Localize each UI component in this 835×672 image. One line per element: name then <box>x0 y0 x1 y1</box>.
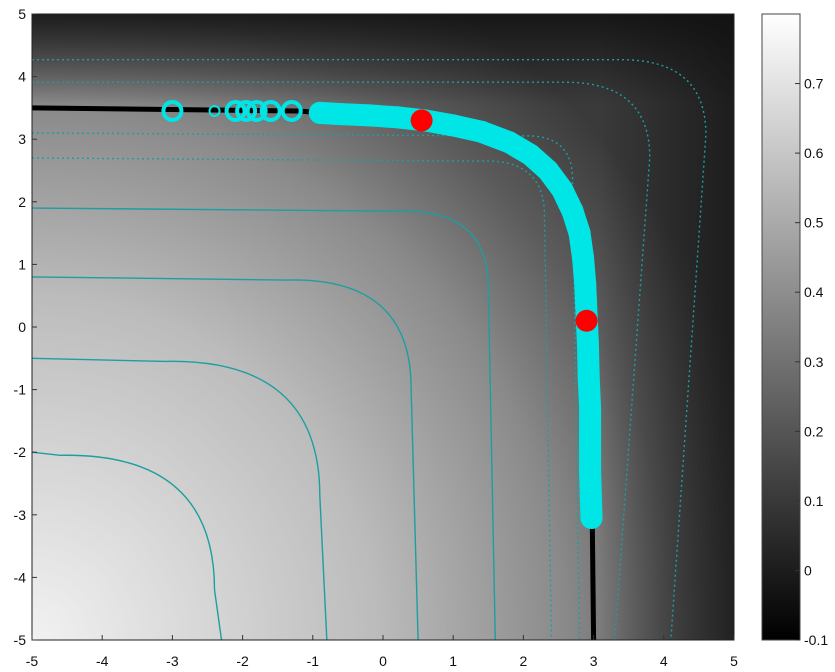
x-tick-label: 5 <box>730 653 738 669</box>
colorbar-ticks: -0.1 0 0.1 0.2 0.3 0.4 0.5 0.6 0.7 <box>795 76 828 648</box>
x-tick-label: 2 <box>520 653 528 669</box>
x-tick-label: -5 <box>26 653 39 669</box>
x-tick-label: -3 <box>166 653 179 669</box>
optimizer-path-point <box>470 120 493 143</box>
optimizer-path-point <box>579 459 602 482</box>
optimizer-path-point <box>308 101 331 124</box>
contour-line-2 <box>32 157 553 640</box>
colorbar-gradient <box>761 13 801 641</box>
x-tick-label: -1 <box>307 653 320 669</box>
contour-line-5 <box>32 357 328 640</box>
optimizer-path-point <box>161 100 184 123</box>
colorbar-tick-label: 0.1 <box>804 493 824 509</box>
x-tick-label: 4 <box>660 653 668 669</box>
contour-line-outer-2 <box>32 58 707 640</box>
y-tick-label: 0 <box>18 319 26 335</box>
x-axis: -5 -4 -3 -2 -1 0 1 2 3 4 5 <box>26 635 738 669</box>
y-tick-label: 4 <box>18 69 26 85</box>
optimizer-path-point <box>561 200 584 223</box>
optimizer-path-point <box>536 159 559 182</box>
contour-line-3 <box>32 207 497 640</box>
optimizer-path-point <box>357 104 380 127</box>
optimizer-path-point <box>224 100 247 123</box>
optimizer-path-point <box>519 143 542 166</box>
colorbar-tick-label: 0.4 <box>804 284 824 300</box>
optimizer-path-point <box>568 222 591 245</box>
optimizer-path-point <box>280 100 303 123</box>
y-tick-label: 3 <box>18 131 26 147</box>
y-tick-label: -5 <box>14 632 27 648</box>
optimizer-path-point <box>329 103 352 126</box>
colorbar-tick-label: 0.3 <box>804 354 824 370</box>
optimizer-path-point <box>579 485 602 508</box>
optimizer-path-point <box>386 106 409 129</box>
colorbar-tick-label: 0.2 <box>804 423 824 439</box>
optimizer-path-point <box>576 334 599 357</box>
optimizer-path-point <box>442 114 465 137</box>
contour-lines <box>32 58 707 640</box>
colorbar-tick-label: 0 <box>804 562 812 578</box>
x-tick-label: 1 <box>449 653 457 669</box>
y-tick-label: 5 <box>18 6 26 22</box>
red-point <box>410 109 433 132</box>
y-tick-label: -1 <box>14 382 27 398</box>
red-point <box>575 309 598 332</box>
optimizer-path-point <box>580 506 603 529</box>
optimizer-path-point <box>579 428 602 451</box>
contour-line-outer-1 <box>32 81 651 640</box>
heatmap-right-shade <box>600 14 734 640</box>
optimizer-path-point <box>259 100 282 123</box>
contour-line-6 <box>32 451 223 640</box>
colorbar-tick-label: -0.1 <box>804 632 828 648</box>
optimizer-path-point <box>579 397 602 420</box>
red-markers <box>410 109 598 332</box>
colorbar-tick-label: 0.7 <box>804 76 824 92</box>
y-tick-label: -4 <box>14 569 27 585</box>
colorbar-tick-label: 0.5 <box>804 215 824 231</box>
colorbar: -0.1 0 0.1 0.2 0.3 0.4 0.5 0.6 0.7 <box>761 13 828 648</box>
x-tick-label: 3 <box>590 653 598 669</box>
x-tick-label: -4 <box>96 653 109 669</box>
optimizer-path-point <box>572 247 595 270</box>
y-tick-label: 2 <box>18 194 26 210</box>
y-tick-label: -2 <box>14 444 27 460</box>
plot-area <box>32 14 734 640</box>
colorbar-tick-label: 0.6 <box>804 145 824 161</box>
y-axis: -5 -4 -3 -2 -1 0 1 2 3 4 5 <box>14 6 37 648</box>
optimizer-path-point <box>574 272 597 295</box>
optimizer-path-point <box>208 105 221 118</box>
optimizer-path-point <box>498 131 521 154</box>
x-tick-label: -2 <box>236 653 249 669</box>
y-tick-label: 1 <box>18 256 26 272</box>
optimizer-path-point <box>577 366 600 389</box>
x-tick-label: 0 <box>379 653 387 669</box>
y-tick-label: -3 <box>14 507 27 523</box>
contour-line-4 <box>32 276 419 640</box>
optimizer-path-point <box>245 100 268 123</box>
optimizer-path-point <box>235 100 258 123</box>
optimizer-path-point <box>551 178 574 201</box>
